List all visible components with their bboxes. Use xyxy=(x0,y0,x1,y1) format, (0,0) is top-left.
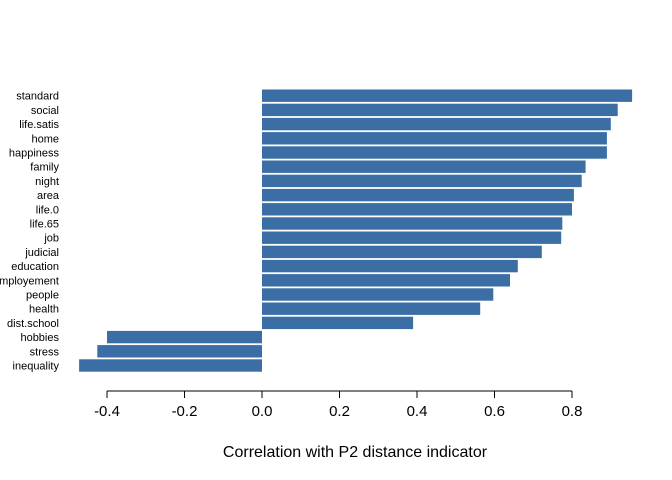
x-tick-label: 0.8 xyxy=(562,403,583,420)
bar-hobbies xyxy=(107,330,262,344)
category-label: happiness xyxy=(9,148,60,160)
category-label: people xyxy=(26,290,59,302)
bar-life-0 xyxy=(262,203,572,216)
bar-happiness xyxy=(262,146,607,159)
category-label: family xyxy=(30,162,59,174)
x-axis: -0.4 -0.2 0.0 0.2 0.4 0.6 0.8 xyxy=(94,390,582,420)
x-ticks: -0.4 -0.2 0.0 0.2 0.4 0.6 0.8 xyxy=(94,391,582,420)
bar-judicial xyxy=(262,245,542,259)
category-label: employement xyxy=(0,275,59,287)
bar-job xyxy=(262,231,562,244)
category-label: dist.school xyxy=(7,318,59,330)
category-label: night xyxy=(35,176,59,188)
bar-stress xyxy=(97,345,262,358)
bars-group xyxy=(79,89,633,372)
category-label: health xyxy=(29,304,59,316)
category-label: education xyxy=(11,261,59,273)
bar-life-65 xyxy=(262,217,563,230)
category-label: life.65 xyxy=(30,219,59,231)
category-label: life.satis xyxy=(19,119,59,131)
category-label: inequality xyxy=(13,361,60,373)
category-label: life.0 xyxy=(36,204,59,216)
bar-health xyxy=(262,302,481,315)
x-tick-label: 0.6 xyxy=(484,403,505,420)
bar-employement xyxy=(262,274,510,287)
category-label: standard xyxy=(16,91,59,103)
bar-people xyxy=(262,288,494,301)
bar-education xyxy=(262,259,518,273)
x-tick-label: 0.2 xyxy=(329,403,350,420)
bar-life-satis xyxy=(262,117,611,131)
bar-social xyxy=(262,103,618,117)
category-labels: standard social life.satis home happiness fam… xyxy=(0,91,60,373)
bar-standard xyxy=(262,89,633,102)
bar-family xyxy=(262,160,586,173)
category-label: judicial xyxy=(24,247,59,259)
x-tick-label: 0.0 xyxy=(252,403,273,420)
bar-night xyxy=(262,174,582,188)
bar-dist-school xyxy=(262,316,414,330)
x-tick-label: 0.4 xyxy=(407,403,428,420)
category-label: home xyxy=(31,133,59,145)
x-tick-label: -0.2 xyxy=(172,403,198,420)
category-label: job xyxy=(43,233,59,245)
category-label: hobbies xyxy=(20,332,59,344)
category-label: stress xyxy=(30,346,60,358)
x-axis-title: Correlation with P2 distance indicator xyxy=(223,444,488,461)
x-tick-label: -0.4 xyxy=(94,403,120,420)
category-label: area xyxy=(37,190,60,202)
bar-area xyxy=(262,188,574,202)
category-label: social xyxy=(31,105,59,117)
bar-home xyxy=(262,132,607,145)
bar-inequality xyxy=(79,359,262,372)
